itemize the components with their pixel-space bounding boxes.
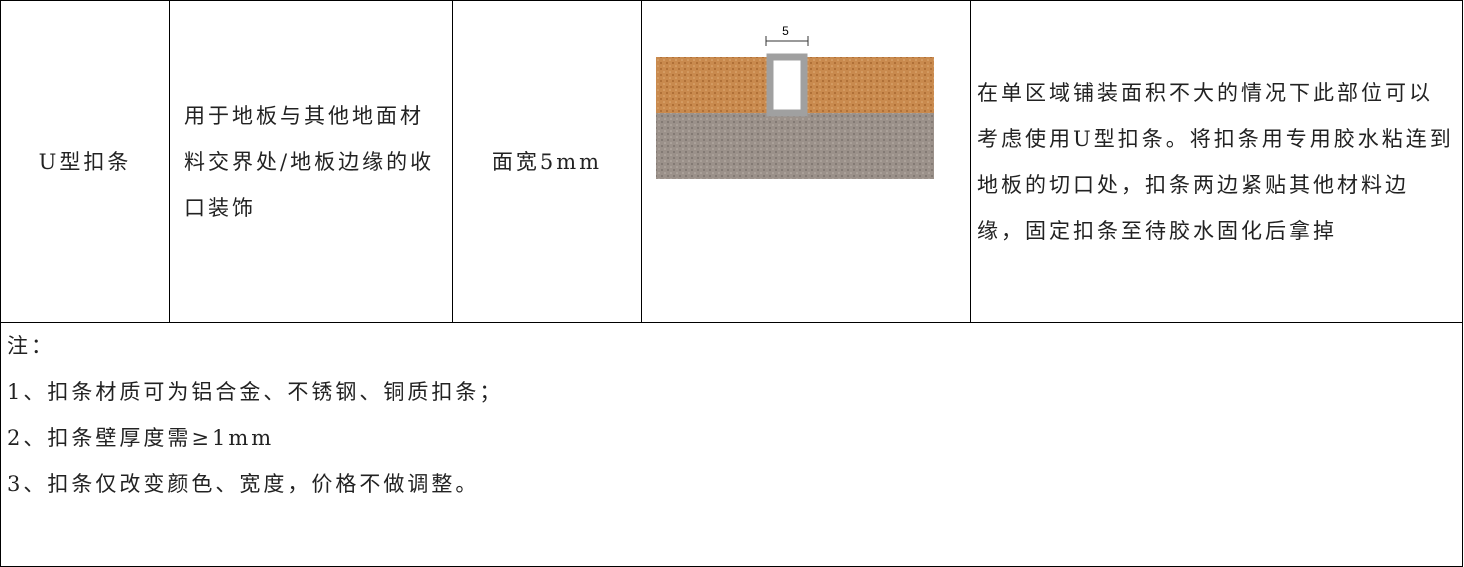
- dimension-label: 5: [782, 24, 792, 38]
- notes-cell: 注： 1、扣条材质可为铝合金、不锈钢、铜质扣条； 2、扣条壁厚度需≥1mm 3、…: [0, 322, 1463, 567]
- cell: 5: [641, 0, 971, 323]
- cell-text: U型扣条: [38, 149, 132, 174]
- cell: 面宽5mm: [452, 0, 642, 323]
- notes-title: 注：: [7, 334, 55, 358]
- cell-text: 面宽5mm: [491, 149, 603, 174]
- u-channel: [766, 53, 808, 117]
- note-item: 2、扣条壁厚度需≥1mm: [7, 426, 275, 450]
- cell: 用于地板与其他地面材料交界处/地板边缘的收口装饰: [169, 0, 453, 323]
- table-row: U型扣条 用于地板与其他地面材料交界处/地板边缘的收口装饰 面宽5mm: [0, 0, 1463, 323]
- cell: U型扣条: [0, 0, 170, 323]
- subfloor: [656, 113, 934, 179]
- notes-row: 注： 1、扣条材质可为铝合金、不锈钢、铜质扣条； 2、扣条壁厚度需≥1mm 3、…: [0, 322, 1463, 567]
- cell: 在单区域铺装面积不大的情况下此部位可以考虑使用U型扣条。将扣条用专用胶水粘连到地…: [970, 0, 1463, 323]
- cell-text: 用于地板与其他地面材料交界处/地板边缘的收口装饰: [184, 103, 435, 220]
- note-item: 3、扣条仅改变颜色、宽度，价格不做调整。: [7, 472, 480, 496]
- cell-text: 在单区域铺装面积不大的情况下此部位可以考虑使用U型扣条。将扣条用专用胶水粘连到地…: [977, 80, 1454, 243]
- u-strip-diagram: 5: [656, 24, 934, 179]
- note-item: 1、扣条材质可为铝合金、不锈钢、铜质扣条；: [7, 380, 504, 404]
